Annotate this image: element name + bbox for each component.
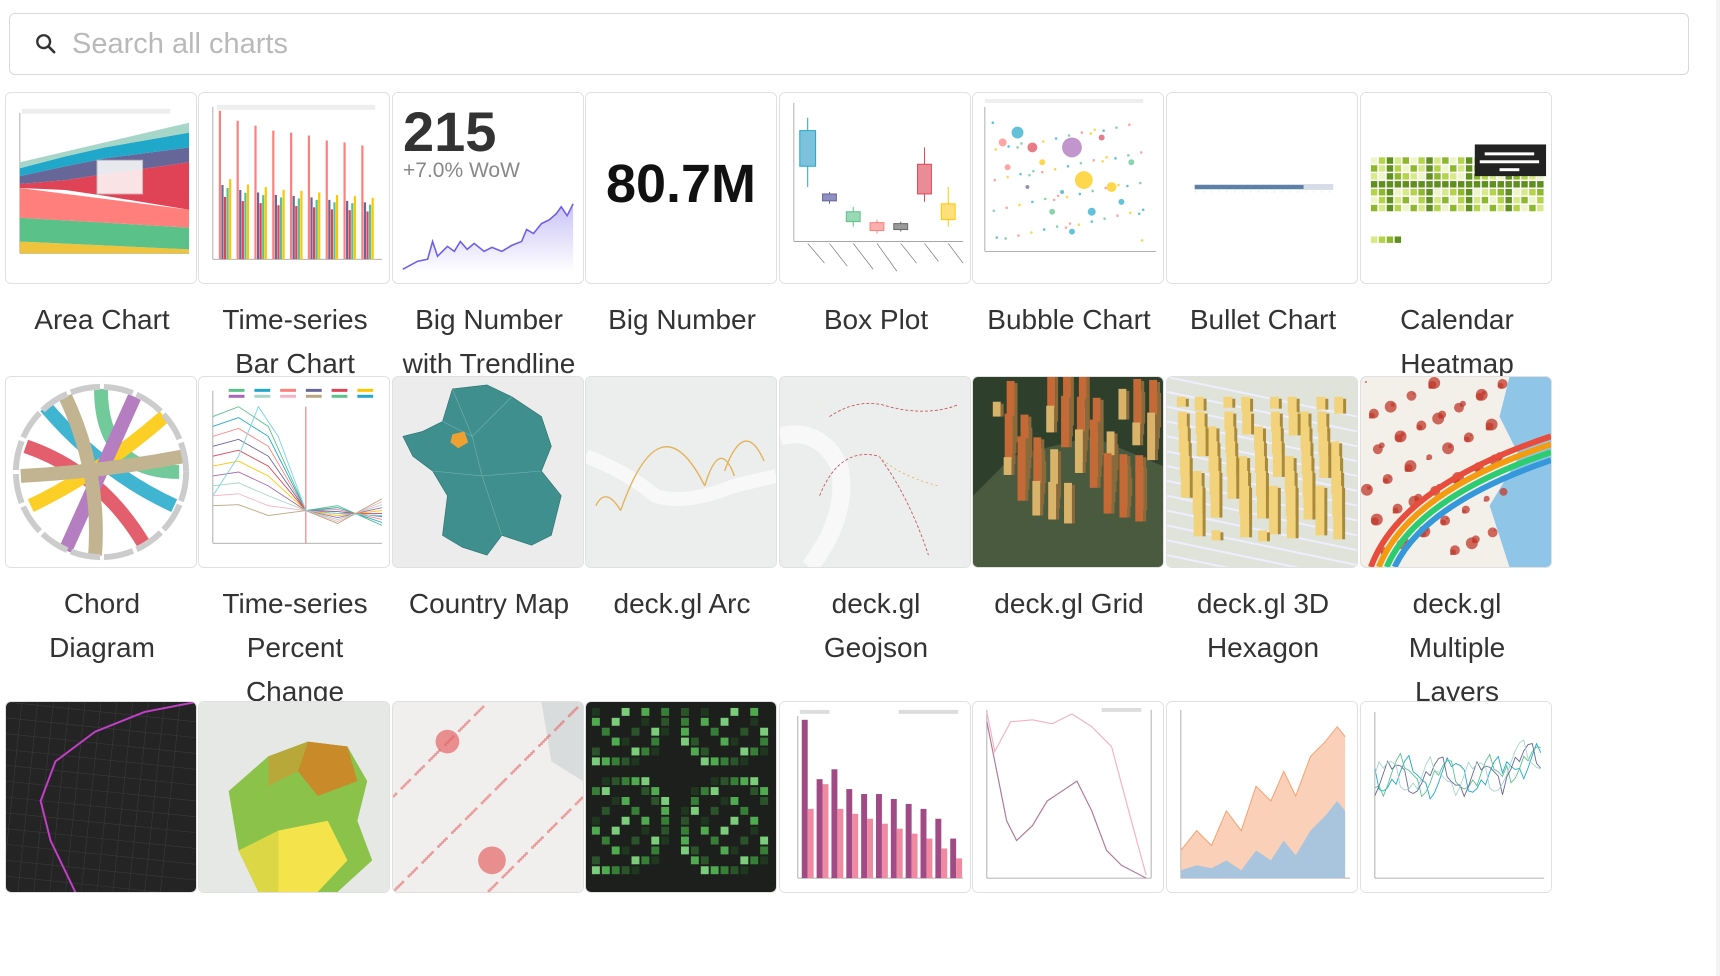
chart-card-deckgl-polygon[interactable] — [198, 701, 392, 893]
chart-name-line: Geojson — [823, 632, 929, 663]
chart-thumbnail-time-series-percent-change[interactable] — [198, 376, 390, 568]
chart-thumbnail-big-number[interactable]: 80.7M — [585, 92, 777, 284]
chart-name-line: Chord — [63, 588, 141, 619]
chart-name[interactable]: Area Chart — [5, 298, 199, 342]
chart-thumbnail-deckgl-screen-grid[interactable] — [585, 701, 777, 893]
chart-card-time-series-bar-chart[interactable]: Time-series Bar Chart — [198, 92, 392, 386]
chart-name-line: Country Map — [408, 588, 570, 619]
chart-thumbnail-big-number-with-trendline[interactable]: 215 +7.0% WoW — [392, 92, 584, 284]
chart-name[interactable]: Country Map — [392, 582, 586, 626]
chart-thumbnail-area-chart[interactable] — [5, 92, 197, 284]
chart-card-bubble-chart[interactable]: Bubble Chart — [972, 92, 1166, 342]
chart-thumbnail-chord-diagram[interactable] — [5, 376, 197, 568]
chart-name[interactable]: Calendar Heatmap — [1360, 298, 1554, 386]
chart-name[interactable]: Time-series Bar Chart — [198, 298, 392, 386]
chart-card-area-chart-2[interactable] — [1166, 701, 1360, 893]
big-number-value: 215 — [403, 100, 497, 163]
chart-name[interactable]: deck.gl 3D Hexagon — [1166, 582, 1360, 670]
chart-name[interactable]: Chord Diagram — [5, 582, 199, 670]
chart-thumbnail-country-map[interactable] — [392, 376, 584, 568]
chart-name-line: Hexagon — [1206, 632, 1320, 663]
chart-name-line: deck.gl 3D — [1196, 588, 1330, 619]
chart-thumbnail-box-plot[interactable] — [779, 92, 971, 284]
chart-name-line: Bullet Chart — [1189, 304, 1337, 335]
chart-card-deckgl-path[interactable] — [5, 701, 199, 893]
search-icon — [36, 34, 56, 54]
chart-card-big-number[interactable]: 80.7M Big Number — [585, 92, 779, 342]
chart-thumbnail-calendar-heatmap[interactable] — [1360, 92, 1552, 284]
chart-name[interactable]: Bullet Chart — [1166, 298, 1360, 342]
chart-card-big-number-with-trendline[interactable]: 215 +7.0% WoW Big Number with Trendline — [392, 92, 586, 386]
chart-name-line: Heatmap — [1400, 348, 1514, 379]
chart-name-line: Time-series — [222, 304, 368, 335]
chart-name[interactable]: deck.gl Multiple Layers — [1360, 582, 1554, 714]
chart-thumbnail-deckgl-3d-hexagon[interactable] — [1166, 376, 1358, 568]
search-input[interactable] — [70, 26, 1688, 62]
chart-name-line: Big Number — [415, 304, 563, 335]
chart-thumbnail-time-series-trend[interactable] — [1360, 701, 1552, 893]
chart-thumbnail-deckgl-scatterplot[interactable] — [392, 701, 584, 893]
chart-thumbnail-deckgl-arc[interactable] — [585, 376, 777, 568]
chart-name-line: deck.gl — [1412, 588, 1502, 619]
chart-name[interactable]: Time-series Percent Change — [198, 582, 392, 714]
chart-card-country-map[interactable]: Country Map — [392, 376, 586, 626]
chart-name-line: Big Number — [608, 304, 756, 335]
chart-card-area-chart[interactable]: Area Chart — [5, 92, 199, 342]
chart-card-deckgl-3d-hexagon[interactable]: deck.gl 3D Hexagon — [1166, 376, 1360, 670]
chart-card-bullet-chart[interactable]: Bullet Chart — [1166, 92, 1360, 342]
chart-name[interactable]: Big Number with Trendline — [392, 298, 586, 386]
chart-thumbnail-bubble-chart[interactable] — [972, 92, 1164, 284]
chart-card-deckgl-grid[interactable]: deck.gl Grid — [972, 376, 1166, 626]
chart-card-line-chart[interactable] — [972, 701, 1166, 893]
chart-name[interactable]: Big Number — [585, 298, 779, 342]
chart-name[interactable]: deck.gl Arc — [585, 582, 779, 626]
chart-name-line: deck.gl Grid — [994, 588, 1144, 619]
search-bar[interactable] — [9, 13, 1689, 75]
chart-name-line: deck.gl Arc — [613, 588, 751, 619]
chart-thumbnail-bullet-chart[interactable] — [1166, 92, 1358, 284]
chart-card-calendar-heatmap[interactable]: Calendar Heatmap — [1360, 92, 1554, 386]
chart-name-line: Multiple — [1408, 632, 1506, 663]
chart-name-line: deck.gl — [831, 588, 921, 619]
chart-card-time-series-percent-change[interactable]: Time-series Percent Change — [198, 376, 392, 714]
chart-name-line: with Trendline — [402, 348, 576, 379]
scrollbar-track[interactable] — [1716, 0, 1720, 976]
chart-thumbnail-line-chart[interactable] — [972, 701, 1164, 893]
chart-name-line: Bubble Chart — [987, 304, 1151, 335]
chart-name-line: Time-series — [222, 588, 368, 619]
chart-card-deckgl-geojson[interactable]: deck.gl Geojson — [779, 376, 973, 670]
chart-thumbnail-bar-chart[interactable] — [779, 701, 971, 893]
chart-name-line: Area Chart — [34, 304, 170, 335]
chart-name[interactable]: Box Plot — [779, 298, 973, 342]
chart-card-deckgl-scatterplot[interactable] — [392, 701, 586, 893]
chart-thumbnail-deckgl-grid[interactable] — [972, 376, 1164, 568]
chart-card-deckgl-arc[interactable]: deck.gl Arc — [585, 376, 779, 626]
big-number-value: 80.7M — [605, 154, 757, 214]
chart-name[interactable]: deck.gl Grid — [972, 582, 1166, 626]
chart-name[interactable]: deck.gl Geojson — [779, 582, 973, 670]
chart-thumbnail-deckgl-geojson[interactable] — [779, 376, 971, 568]
big-number-delta: +7.0% WoW — [403, 159, 520, 182]
chart-name-line: Diagram — [49, 632, 155, 663]
chart-thumbnail-deckgl-polygon[interactable] — [198, 701, 390, 893]
chart-name-line: Calendar — [1400, 304, 1514, 335]
chart-card-bar-chart[interactable] — [779, 701, 973, 893]
chart-thumbnail-deckgl-path[interactable] — [5, 701, 197, 893]
chart-card-time-series-trend[interactable] — [1360, 701, 1554, 893]
chart-name-line: Percent — [246, 632, 344, 663]
chart-card-chord-diagram[interactable]: Chord Diagram — [5, 376, 199, 670]
chart-thumbnail-time-series-bar-chart[interactable] — [198, 92, 390, 284]
chart-card-deckgl-multiple-layers[interactable]: deck.gl Multiple Layers — [1360, 376, 1554, 714]
chart-card-deckgl-screen-grid[interactable] — [585, 701, 779, 893]
chart-name-line: Box Plot — [823, 304, 929, 335]
chart-thumbnail-deckgl-multiple-layers[interactable] — [1360, 376, 1552, 568]
chart-name-line: Bar Chart — [235, 348, 355, 379]
chart-name[interactable]: Bubble Chart — [972, 298, 1166, 342]
chart-thumbnail-area-chart-2[interactable] — [1166, 701, 1358, 893]
chart-card-box-plot[interactable]: Box Plot — [779, 92, 973, 342]
